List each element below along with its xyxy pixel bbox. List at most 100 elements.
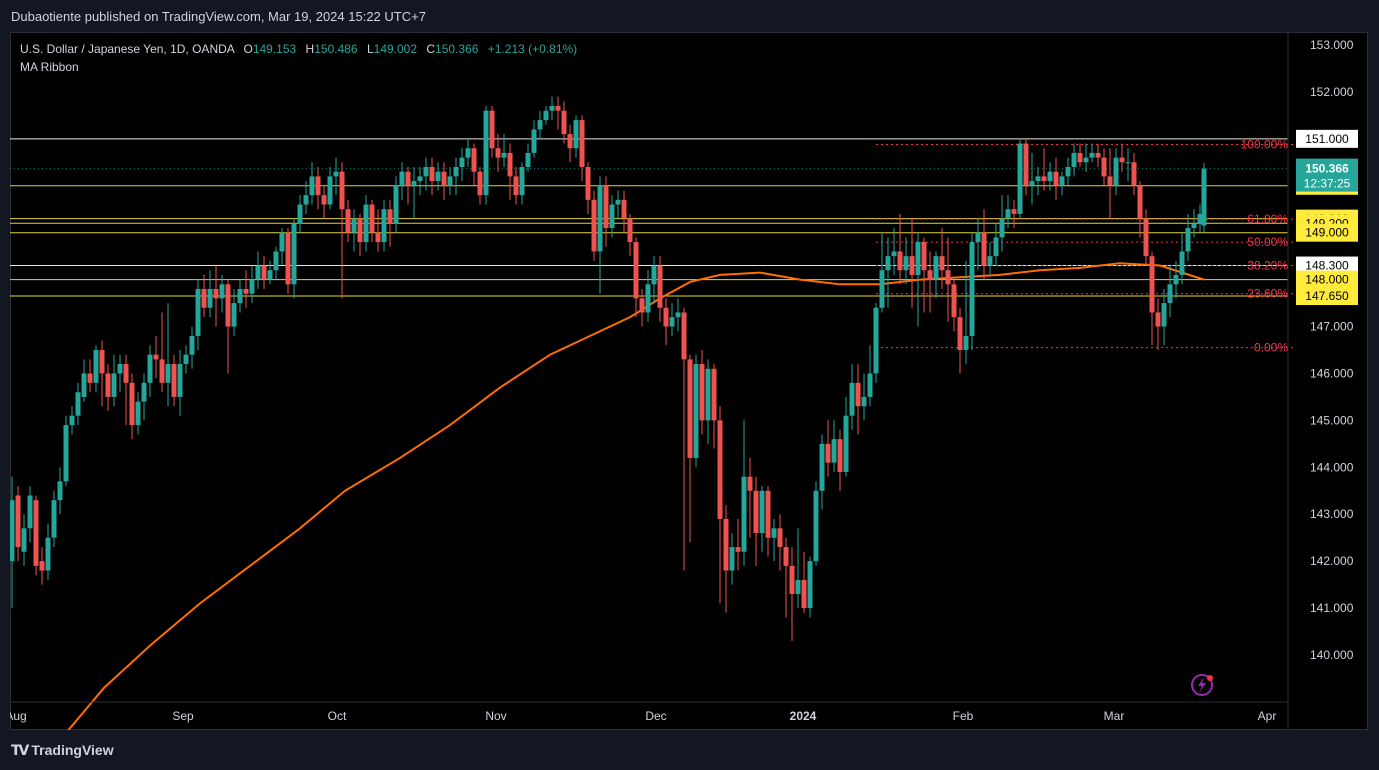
candle[interactable] bbox=[549, 96, 555, 121]
candle[interactable] bbox=[495, 134, 501, 172]
candle[interactable] bbox=[309, 162, 315, 205]
candle[interactable] bbox=[1107, 148, 1113, 219]
candle[interactable] bbox=[765, 486, 771, 557]
candle[interactable] bbox=[909, 218, 915, 308]
price-level-tag[interactable]: 149.000 bbox=[1296, 223, 1358, 242]
candle[interactable] bbox=[705, 359, 711, 444]
candle[interactable] bbox=[609, 195, 615, 238]
candle[interactable] bbox=[141, 373, 147, 421]
candle[interactable] bbox=[1059, 171, 1065, 196]
candle[interactable] bbox=[633, 237, 639, 318]
candle[interactable] bbox=[147, 345, 153, 397]
candle[interactable] bbox=[501, 134, 507, 167]
candle[interactable] bbox=[63, 415, 69, 487]
candle[interactable] bbox=[243, 270, 249, 308]
candle[interactable] bbox=[177, 350, 183, 416]
candle[interactable] bbox=[405, 167, 411, 205]
candle[interactable] bbox=[681, 307, 687, 571]
candle[interactable] bbox=[465, 138, 471, 167]
candle[interactable] bbox=[969, 232, 975, 350]
candle[interactable] bbox=[1155, 298, 1161, 350]
candle[interactable] bbox=[15, 486, 21, 562]
candle[interactable] bbox=[339, 162, 345, 299]
candle[interactable] bbox=[651, 256, 657, 304]
candle[interactable] bbox=[21, 514, 27, 566]
price-level-tag[interactable]: 147.650 bbox=[1296, 287, 1358, 306]
candle[interactable] bbox=[927, 251, 933, 313]
candle[interactable] bbox=[843, 396, 849, 477]
candle[interactable] bbox=[933, 251, 939, 299]
candle[interactable] bbox=[411, 167, 417, 219]
candle[interactable] bbox=[447, 167, 453, 196]
candle[interactable] bbox=[795, 528, 801, 609]
candle[interactable] bbox=[249, 265, 255, 304]
candle[interactable] bbox=[351, 209, 357, 252]
candle[interactable] bbox=[183, 345, 189, 374]
candle[interactable] bbox=[303, 181, 309, 214]
candle[interactable] bbox=[585, 162, 591, 214]
candle[interactable] bbox=[1143, 209, 1149, 266]
candle[interactable] bbox=[381, 199, 387, 252]
candle[interactable] bbox=[939, 228, 945, 289]
candle[interactable] bbox=[315, 167, 321, 210]
candle[interactable] bbox=[1173, 260, 1179, 299]
candle[interactable] bbox=[39, 547, 45, 585]
candle[interactable] bbox=[1149, 251, 1155, 346]
candle[interactable] bbox=[813, 481, 819, 566]
candle[interactable] bbox=[987, 242, 993, 275]
lightning-icon[interactable] bbox=[1191, 674, 1213, 696]
candle[interactable] bbox=[231, 289, 237, 336]
candle[interactable] bbox=[1197, 204, 1203, 233]
candle[interactable] bbox=[945, 237, 951, 322]
candle[interactable] bbox=[603, 176, 609, 247]
candle[interactable] bbox=[693, 354, 699, 468]
candle[interactable] bbox=[873, 303, 879, 383]
candle[interactable] bbox=[999, 195, 1005, 252]
candle[interactable] bbox=[897, 213, 903, 285]
symbol-title[interactable]: U.S. Dollar / Japanese Yen, 1D, OANDA bbox=[20, 42, 235, 56]
candle[interactable] bbox=[195, 279, 201, 350]
candle[interactable] bbox=[1071, 143, 1077, 177]
candle[interactable] bbox=[837, 429, 843, 491]
candle[interactable] bbox=[663, 298, 669, 346]
candle[interactable] bbox=[477, 167, 483, 205]
price-level-tag[interactable]: 148.000 bbox=[1296, 270, 1358, 289]
candle[interactable] bbox=[261, 256, 267, 289]
candle[interactable] bbox=[189, 326, 195, 369]
candle[interactable] bbox=[915, 232, 921, 327]
candle[interactable] bbox=[975, 218, 981, 271]
candle[interactable] bbox=[1047, 162, 1053, 191]
candle[interactable] bbox=[201, 274, 207, 318]
candle[interactable] bbox=[561, 101, 567, 144]
candle[interactable] bbox=[327, 167, 333, 210]
candle[interactable] bbox=[1191, 209, 1197, 238]
candle[interactable] bbox=[1053, 157, 1059, 200]
candle[interactable] bbox=[1029, 152, 1035, 205]
candle[interactable] bbox=[615, 190, 621, 219]
candle[interactable] bbox=[903, 237, 909, 285]
candle[interactable] bbox=[555, 96, 561, 130]
candle[interactable] bbox=[771, 518, 777, 562]
candle[interactable] bbox=[297, 195, 303, 233]
candle[interactable] bbox=[489, 106, 495, 158]
candle[interactable] bbox=[525, 143, 531, 172]
candle[interactable] bbox=[699, 350, 705, 435]
candle[interactable] bbox=[171, 354, 177, 407]
candle[interactable] bbox=[963, 260, 969, 365]
candle[interactable] bbox=[267, 260, 273, 285]
candle[interactable] bbox=[237, 279, 243, 313]
candle[interactable] bbox=[729, 533, 735, 585]
candle[interactable] bbox=[957, 307, 963, 374]
candle[interactable] bbox=[519, 162, 525, 205]
candle[interactable] bbox=[639, 289, 645, 327]
candle[interactable] bbox=[1119, 143, 1125, 172]
candle[interactable] bbox=[225, 279, 231, 374]
candle[interactable] bbox=[573, 115, 579, 158]
candle[interactable] bbox=[1077, 143, 1083, 167]
candle[interactable] bbox=[471, 143, 477, 186]
candle[interactable] bbox=[435, 162, 441, 191]
candle[interactable] bbox=[891, 228, 897, 275]
candle[interactable] bbox=[879, 232, 885, 313]
candle[interactable] bbox=[885, 237, 891, 308]
candle[interactable] bbox=[1137, 181, 1143, 238]
